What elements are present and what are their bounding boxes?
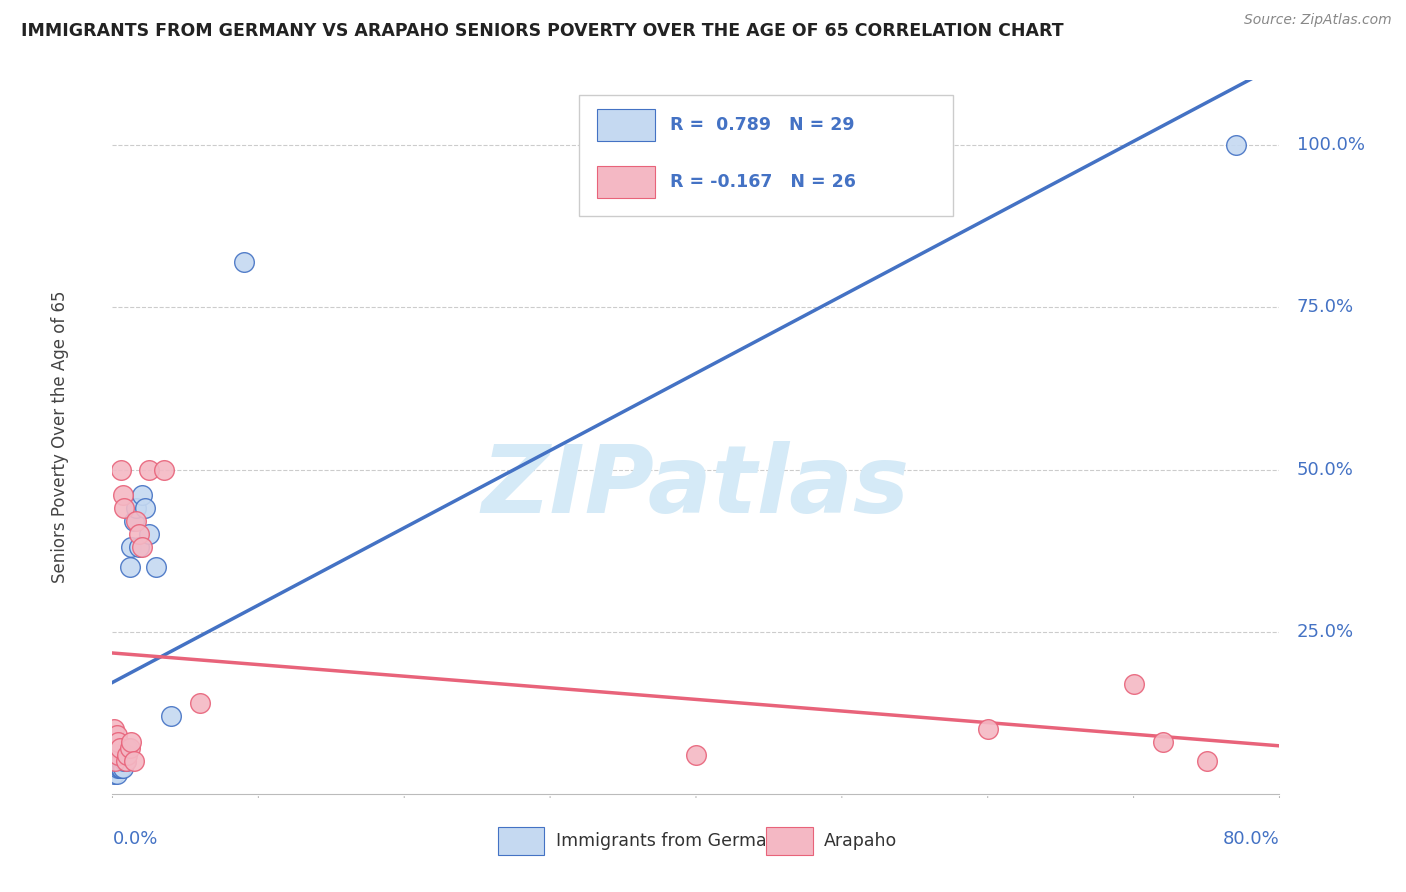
Text: IMMIGRANTS FROM GERMANY VS ARAPAHO SENIORS POVERTY OVER THE AGE OF 65 CORRELATIO: IMMIGRANTS FROM GERMANY VS ARAPAHO SENIO… <box>21 22 1064 40</box>
Bar <box>766 828 813 855</box>
FancyBboxPatch shape <box>579 95 953 216</box>
Text: R = -0.167   N = 26: R = -0.167 N = 26 <box>671 173 856 191</box>
Point <box>118 741 141 756</box>
Point <box>124 755 146 769</box>
Text: 80.0%: 80.0% <box>1223 830 1279 847</box>
Point <box>111 488 134 502</box>
Point <box>112 755 135 769</box>
Point <box>105 747 128 762</box>
Point <box>110 755 132 769</box>
Bar <box>596 109 655 141</box>
Point <box>105 767 128 781</box>
Point <box>128 527 150 541</box>
Point <box>107 747 129 762</box>
Point <box>152 462 174 476</box>
Point <box>160 709 183 723</box>
Text: 0.0%: 0.0% <box>112 830 157 847</box>
Point <box>110 761 132 775</box>
Point <box>108 755 131 769</box>
Point <box>1152 735 1174 749</box>
Point <box>115 747 138 762</box>
Point <box>107 755 129 769</box>
Point <box>103 722 125 736</box>
Point <box>108 741 131 756</box>
Point <box>145 559 167 574</box>
Point <box>685 747 707 762</box>
Point <box>125 515 148 529</box>
Text: 75.0%: 75.0% <box>1296 298 1354 317</box>
Bar <box>596 166 655 198</box>
Point <box>104 761 127 775</box>
Point <box>131 488 153 502</box>
Point <box>1122 676 1144 690</box>
Point <box>112 501 135 516</box>
Point <box>1195 755 1218 769</box>
Point <box>105 741 128 756</box>
Point <box>104 755 127 769</box>
Text: ZIPatlas: ZIPatlas <box>482 441 910 533</box>
Point <box>976 722 998 736</box>
Point <box>104 755 127 769</box>
Text: Immigrants from Germany: Immigrants from Germany <box>555 832 787 850</box>
Text: Arapaho: Arapaho <box>824 832 897 850</box>
Point <box>111 761 134 775</box>
Text: 50.0%: 50.0% <box>1296 460 1354 478</box>
Point <box>111 747 134 762</box>
Point <box>107 735 129 749</box>
Point <box>131 541 153 555</box>
Point <box>120 735 142 749</box>
Point <box>138 527 160 541</box>
Point <box>103 767 125 781</box>
Point <box>125 501 148 516</box>
Point <box>138 462 160 476</box>
Point <box>1225 138 1247 153</box>
Point <box>108 761 131 775</box>
Text: 25.0%: 25.0% <box>1296 623 1354 640</box>
Point <box>188 696 211 710</box>
Point <box>134 501 156 516</box>
Point <box>114 755 136 769</box>
Point <box>120 541 142 555</box>
Text: 100.0%: 100.0% <box>1296 136 1365 154</box>
Point <box>115 741 138 756</box>
Point <box>128 541 150 555</box>
Point <box>107 761 129 775</box>
Text: Source: ZipAtlas.com: Source: ZipAtlas.com <box>1244 13 1392 28</box>
Point <box>232 255 254 269</box>
Bar <box>498 828 544 855</box>
Point <box>110 462 132 476</box>
Point <box>105 729 128 743</box>
Point <box>118 559 141 574</box>
Text: Seniors Poverty Over the Age of 65: Seniors Poverty Over the Age of 65 <box>51 291 69 583</box>
Point <box>124 515 146 529</box>
Point <box>114 755 136 769</box>
Text: R =  0.789   N = 29: R = 0.789 N = 29 <box>671 116 855 134</box>
Point <box>105 755 128 769</box>
